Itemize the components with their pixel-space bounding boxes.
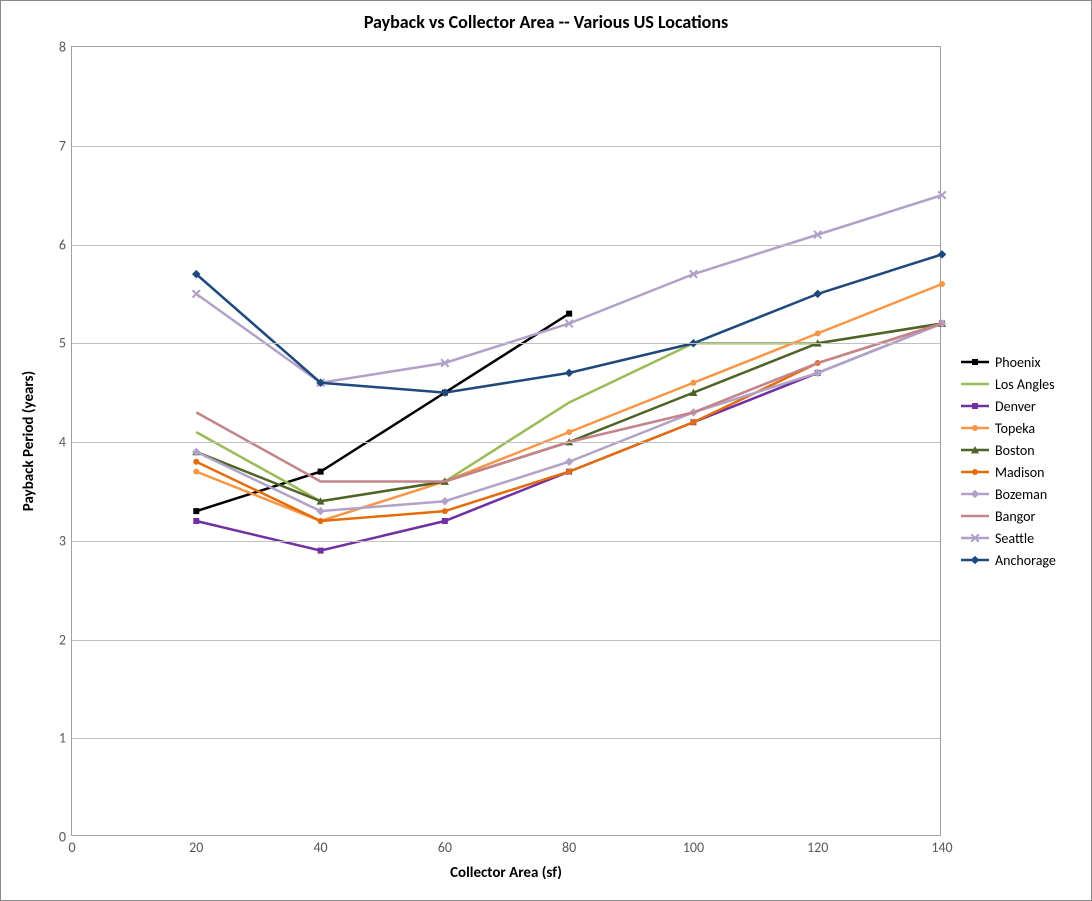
x-tick-label: 0 bbox=[68, 835, 75, 856]
chart-title: Payback vs Collector Area -- Various US … bbox=[1, 11, 1091, 33]
legend-item-topeka: Topeka bbox=[961, 417, 1056, 439]
y-tick-label: 3 bbox=[59, 532, 72, 549]
legend-swatch bbox=[961, 507, 989, 525]
gridline bbox=[72, 738, 940, 739]
legend-swatch bbox=[961, 375, 989, 393]
chart-frame: Payback vs Collector Area -- Various US … bbox=[0, 0, 1092, 901]
x-tick-label: 60 bbox=[438, 835, 452, 856]
x-tick-label: 40 bbox=[313, 835, 327, 856]
x-tick-label: 120 bbox=[807, 835, 828, 856]
x-tick-label: 20 bbox=[189, 835, 203, 856]
gridline bbox=[72, 640, 940, 641]
y-tick-label: 5 bbox=[59, 335, 72, 352]
gridline bbox=[72, 442, 940, 443]
legend-label: Denver bbox=[995, 398, 1036, 415]
gridline bbox=[72, 245, 940, 246]
legend-swatch bbox=[961, 485, 989, 503]
gridline bbox=[72, 541, 940, 542]
gridline bbox=[72, 146, 940, 147]
legend-item-phoenix: Phoenix bbox=[961, 351, 1056, 373]
legend-label: Los Angles bbox=[995, 376, 1055, 393]
legend-item-anchorage: Anchorage bbox=[961, 549, 1056, 571]
y-axis-title: Payback Period (years) bbox=[20, 371, 38, 511]
legend-swatch bbox=[961, 551, 989, 569]
legend-item-denver: Denver bbox=[961, 395, 1056, 417]
series-bozeman bbox=[192, 319, 946, 515]
legend-label: Topeka bbox=[995, 420, 1035, 437]
y-tick-label: 1 bbox=[59, 730, 72, 747]
series-denver bbox=[193, 321, 945, 554]
legend-item-seattle: Seattle bbox=[961, 527, 1056, 549]
legend-swatch bbox=[961, 441, 989, 459]
legend-swatch bbox=[961, 529, 989, 547]
y-tick-label: 2 bbox=[59, 631, 72, 648]
legend-item-los-angles: Los Angles bbox=[961, 373, 1056, 395]
legend-label: Anchorage bbox=[995, 552, 1056, 569]
gridline bbox=[72, 343, 940, 344]
plot-area: 012345678020406080100120140 bbox=[71, 46, 941, 836]
legend: Phoenix Los Angles Denver Topeka Boston Madis… bbox=[961, 351, 1056, 571]
legend-label: Madison bbox=[995, 464, 1044, 481]
legend-label: Boston bbox=[995, 442, 1035, 459]
x-axis-title: Collector Area (sf) bbox=[450, 864, 562, 882]
legend-label: Bozeman bbox=[995, 486, 1047, 503]
legend-label: Phoenix bbox=[995, 354, 1041, 371]
legend-swatch bbox=[961, 463, 989, 481]
legend-swatch bbox=[961, 353, 989, 371]
legend-swatch bbox=[961, 397, 989, 415]
legend-label: Bangor bbox=[995, 508, 1035, 525]
y-tick-label: 8 bbox=[59, 39, 72, 56]
x-tick-label: 100 bbox=[683, 835, 704, 856]
legend-item-madison: Madison bbox=[961, 461, 1056, 483]
y-tick-label: 7 bbox=[59, 137, 72, 154]
legend-label: Seattle bbox=[995, 530, 1034, 547]
legend-item-boston: Boston bbox=[961, 439, 1056, 461]
legend-swatch bbox=[961, 419, 989, 437]
y-tick-label: 4 bbox=[59, 434, 72, 451]
x-tick-label: 80 bbox=[562, 835, 576, 856]
x-tick-label: 140 bbox=[931, 835, 952, 856]
legend-item-bozeman: Bozeman bbox=[961, 483, 1056, 505]
legend-item-bangor: Bangor bbox=[961, 505, 1056, 527]
y-tick-label: 6 bbox=[59, 236, 72, 253]
